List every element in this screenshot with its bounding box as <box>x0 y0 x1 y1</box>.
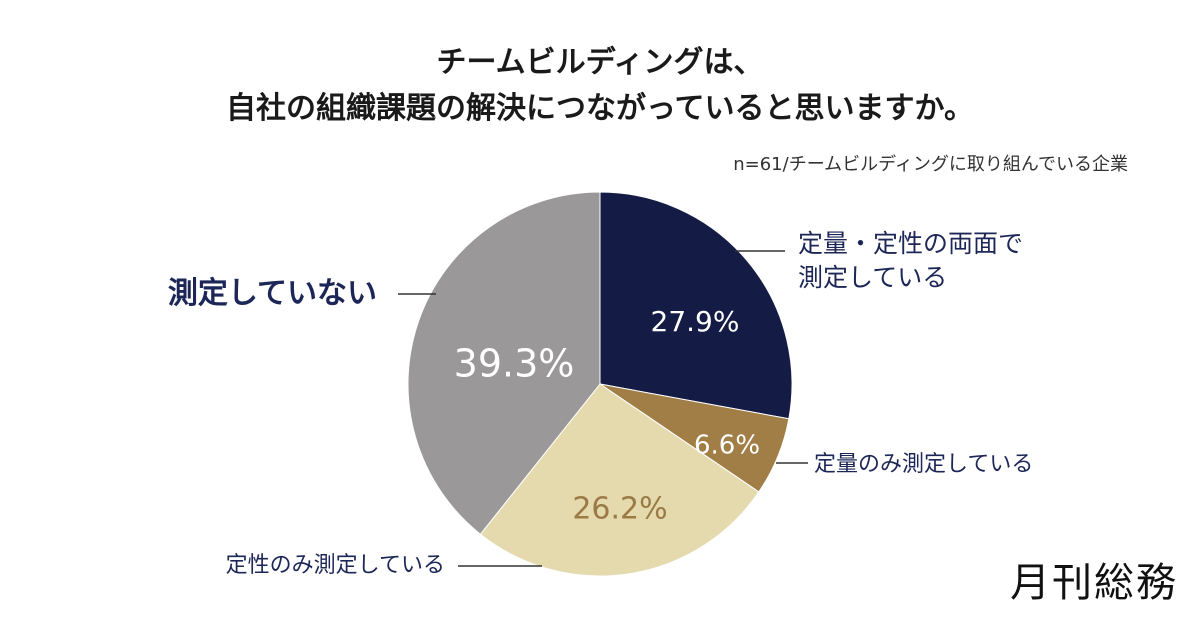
pie-category-label-1-line-2: 測定している <box>798 263 947 292</box>
pie-slices <box>407 191 793 577</box>
pie-value-label-3: 26.2% <box>572 492 667 527</box>
pie-slice-1 <box>599 191 793 420</box>
pie-category-label-1-line-1: 定量・定性の両面で <box>798 229 1023 258</box>
pie-slice-4 <box>407 191 601 535</box>
sample-note: n=61/チームビルディングに取り組んでいる企業 <box>733 154 1128 175</box>
pie-value-label-2: 6.6% <box>694 431 760 461</box>
chart-title-line-1: チームビルディングは、 <box>436 45 764 80</box>
pie-value-label-4: 39.3% <box>454 342 575 386</box>
chart-title: チームビルディングは、 自社の組織課題の解決につながっていると思いますか。 <box>0 40 1200 132</box>
chart-title-line-2: 自社の組織課題の解決につながっていると思いますか。 <box>226 91 974 126</box>
pie-leader-lines <box>398 250 808 567</box>
pie-value-label-1: 27.9% <box>651 305 740 338</box>
pie-category-label-2-line-1: 定量のみ測定している <box>814 452 1033 477</box>
pie-slice-3 <box>479 383 760 577</box>
pie-value-labels: 27.9% 6.6% 26.2% 39.3% <box>454 305 760 527</box>
pie-category-label-4-line-1: 測定していない <box>168 276 377 311</box>
brand-logo: 月刊総務 <box>1010 560 1178 606</box>
pie-category-label-3-line-1: 定性のみ測定している <box>226 553 445 578</box>
